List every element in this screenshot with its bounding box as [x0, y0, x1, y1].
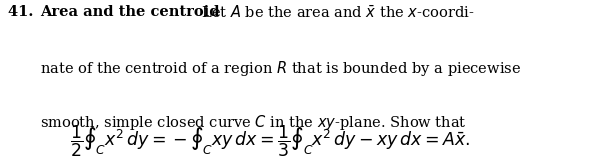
- Text: $\dfrac{1}{2}\oint_C x^2\,dy = -\oint_C xy\,dx = \dfrac{1}{3}\oint_C x^2\,dy - x: $\dfrac{1}{2}\oint_C x^2\,dy = -\oint_C …: [70, 124, 471, 159]
- Text: Area and the centroid: Area and the centroid: [40, 5, 219, 19]
- Text: smooth, simple closed curve $C$ in the $xy$-plane. Show that: smooth, simple closed curve $C$ in the $…: [40, 113, 466, 132]
- Text: 41.: 41.: [8, 5, 39, 19]
- Text: Let $A$ be the area and $\bar{x}$ the $x$-coordi-: Let $A$ be the area and $\bar{x}$ the $x…: [192, 5, 474, 21]
- Text: nate of the centroid of a region $R$ that is bounded by a piecewise: nate of the centroid of a region $R$ tha…: [40, 59, 521, 78]
